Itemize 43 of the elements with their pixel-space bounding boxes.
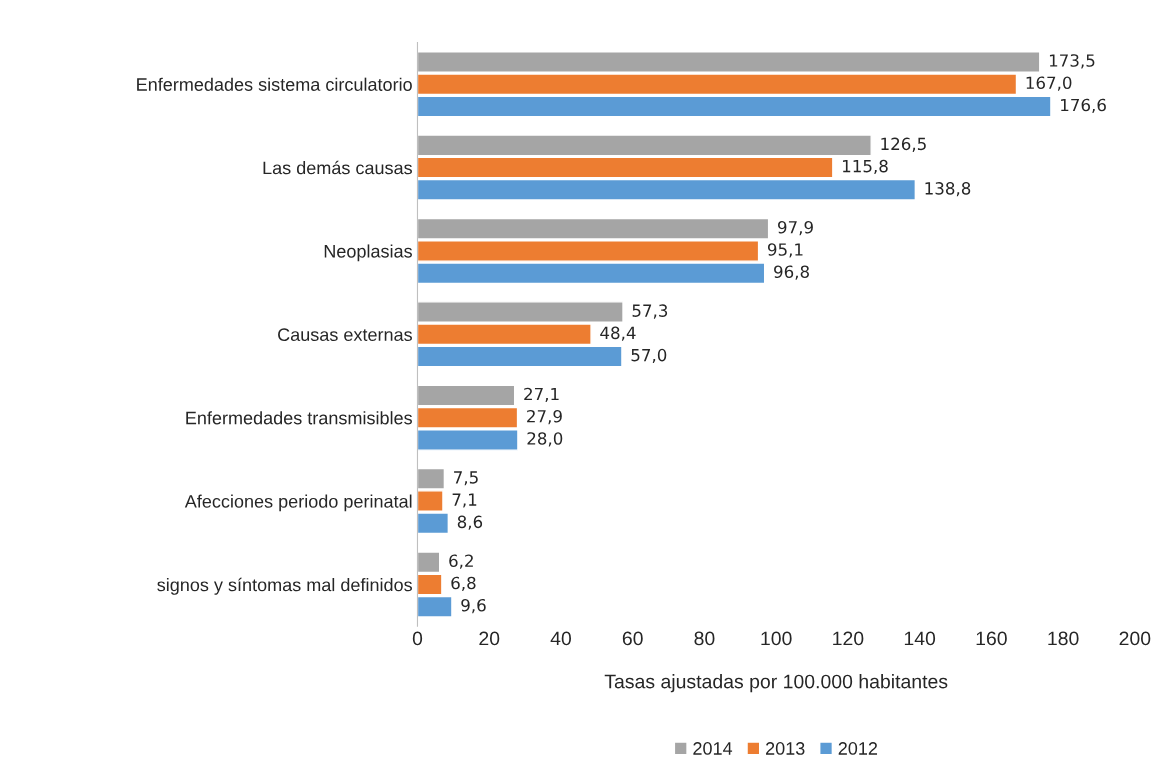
legend-label: 2012 <box>838 742 878 755</box>
data-label: 115,8 <box>843 159 888 175</box>
y-tick-label: Enfermedades sistema circulatorio <box>137 77 412 91</box>
data-label: 27,9 <box>527 409 562 425</box>
y-tick-label: Las demás causas <box>263 160 412 175</box>
data-label: 176,6 <box>1061 98 1106 113</box>
data-label: 57,3 <box>632 304 668 319</box>
x-tick-label: 140 <box>904 631 936 646</box>
y-tick-label: Afecciones periodo perinatal <box>184 494 412 512</box>
data-label: 173,5 <box>1049 54 1095 69</box>
data-label: 7,1 <box>452 493 477 508</box>
data-label: 97,9 <box>778 220 813 236</box>
y-tick-label: Enfermedades transmisibles <box>186 411 412 425</box>
x-axis-title: Tasas ajustadas por 100.000 habitantes <box>604 674 948 693</box>
legend-label: 2013 <box>766 742 805 755</box>
data-label: 138,8 <box>925 182 971 197</box>
x-tick-label: 80 <box>694 631 715 646</box>
data-label: 48,4 <box>600 326 636 341</box>
data-label: 167,0 <box>1026 76 1072 91</box>
data-label: 28,0 <box>527 432 563 447</box>
legend-label: 2014 <box>693 742 733 755</box>
data-label: 6,8 <box>451 576 476 591</box>
y-tick-label: signos y síntomas mal definidos <box>157 577 412 595</box>
x-tick-label: 180 <box>1048 631 1079 646</box>
data-label: 57,0 <box>631 348 667 364</box>
x-tick-label: 100 <box>761 631 792 646</box>
data-label: 126,5 <box>881 137 926 152</box>
x-tick-label: 60 <box>622 631 643 646</box>
data-label: 9,6 <box>461 598 486 614</box>
data-label: 95,1 <box>767 243 803 258</box>
data-label: 8,6 <box>457 515 483 530</box>
y-tick-label: Causas externas <box>278 328 412 342</box>
data-label: 96,8 <box>774 265 809 280</box>
x-tick-label: 20 <box>479 631 500 646</box>
x-tick-label: 0 <box>412 631 423 646</box>
x-tick-label: 160 <box>976 631 1007 646</box>
data-label: 6,2 <box>449 554 473 569</box>
x-tick-label: 40 <box>550 631 572 646</box>
y-tick-label: Neoplasias <box>324 244 412 262</box>
x-tick-label: 200 <box>1119 631 1151 646</box>
data-label: 7,5 <box>454 471 478 486</box>
data-label: 27,1 <box>524 387 559 402</box>
x-tick-label: 120 <box>833 631 864 646</box>
